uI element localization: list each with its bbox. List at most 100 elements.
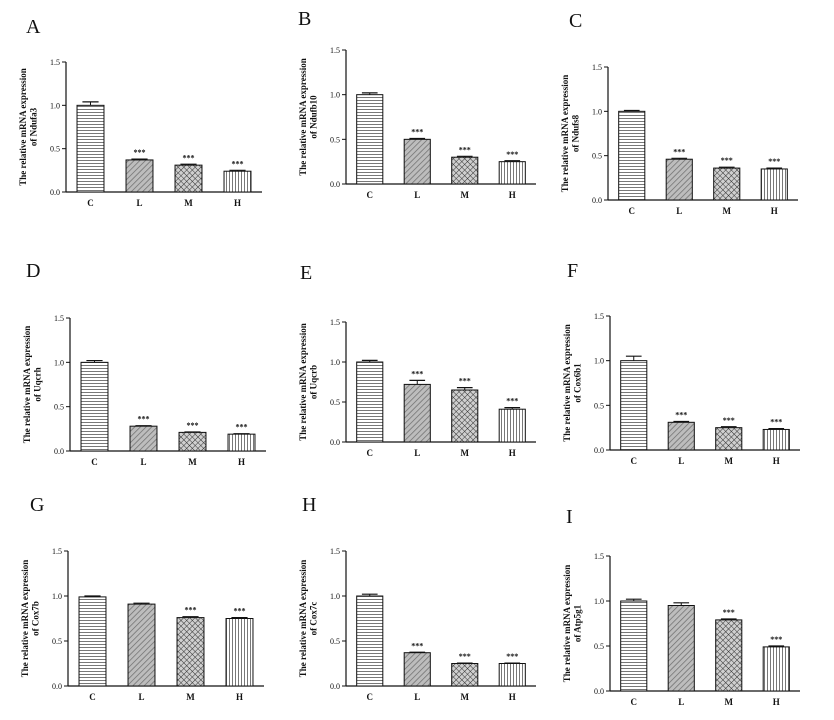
x-tick-label: H xyxy=(238,457,245,467)
x-tick-label: L xyxy=(678,456,684,466)
x-tick-label: L xyxy=(414,448,420,458)
bar-m xyxy=(451,389,479,443)
x-tick-label: M xyxy=(725,697,734,707)
y-axis-label: The relative mRNA expressionof Atp5g1 xyxy=(562,565,582,682)
y-tick-label: 1.0 xyxy=(50,101,60,110)
chart-panel-h: H 0.0 0.5 1.0 1.5 The relative mRNA expressio… xyxy=(278,490,556,715)
y-tick-label: 0.0 xyxy=(594,446,604,455)
significance-label: *** xyxy=(673,147,685,156)
chart-panel-b: B 0.0 0.5 1.0 1.5 The relative mRNA expressio… xyxy=(278,0,556,225)
significance-label: *** xyxy=(232,159,244,168)
significance-label: *** xyxy=(411,369,423,378)
bar-l xyxy=(129,425,158,452)
bar-c xyxy=(620,600,648,692)
significance-label: *** xyxy=(506,652,518,661)
x-tick-label: M xyxy=(461,190,470,200)
y-tick-label: 0.0 xyxy=(330,438,340,447)
bar-chart: 0.0 0.5 1.0 1.5 The relative mRNA expression… xyxy=(562,312,800,466)
significance-label: *** xyxy=(770,635,782,644)
significance-label: *** xyxy=(411,641,423,650)
y-axis-label: The relative mRNA expressionof Ndufb10 xyxy=(298,58,318,175)
significance-label: *** xyxy=(236,423,248,432)
y-tick-label: 0.5 xyxy=(330,637,340,646)
y-axis-label: The relative mRNA expressionof Cox7b xyxy=(20,560,40,677)
y-tick-label: 1.0 xyxy=(330,91,340,100)
y-tick-label: 1.0 xyxy=(330,358,340,367)
y-tick-label: 0.5 xyxy=(54,403,64,412)
bar-m xyxy=(176,617,205,687)
x-tick-label: H xyxy=(509,692,516,702)
bar-h xyxy=(225,618,254,687)
y-tick-label: 1.0 xyxy=(594,597,604,606)
significance-label: *** xyxy=(187,421,199,430)
y-tick-label: 1.0 xyxy=(592,107,602,116)
x-tick-label: M xyxy=(186,692,195,702)
y-tick-label: 0.5 xyxy=(330,135,340,144)
y-tick-label: 0.5 xyxy=(594,642,604,651)
bar-h xyxy=(498,408,526,443)
bar-m xyxy=(174,164,203,193)
y-tick-label: 1.0 xyxy=(594,357,604,366)
y-tick-label: 1.5 xyxy=(52,547,62,556)
bar-m xyxy=(451,156,479,185)
x-tick-label: M xyxy=(184,198,193,208)
y-axis-label-line-2: of Uqcrb xyxy=(309,365,319,399)
bar-l xyxy=(667,605,695,692)
y-tick-label: 0.0 xyxy=(54,447,64,456)
y-axis-label-line-1: The relative mRNA expression xyxy=(18,68,28,185)
x-tick-label: L xyxy=(678,697,684,707)
y-tick-label: 0.0 xyxy=(594,687,604,696)
bar-m xyxy=(451,663,479,687)
panel-letter: F xyxy=(567,260,579,282)
bar-chart: 0.0 0.5 1.0 1.5 The relative mRNA expression… xyxy=(22,314,266,467)
x-tick-label: L xyxy=(138,692,144,702)
x-tick-label: H xyxy=(773,697,780,707)
bar-h xyxy=(227,433,256,452)
bar-chart: 0.0 0.5 1.0 1.5 The relative mRNA expression… xyxy=(560,63,798,216)
y-axis-label-line-2: of Atp5g1 xyxy=(573,604,583,642)
y-axis-label-line-2: of Uqcrh xyxy=(33,367,43,401)
significance-label: *** xyxy=(185,606,197,615)
x-tick-label: C xyxy=(631,697,638,707)
y-tick-label: 1.0 xyxy=(330,592,340,601)
bar-chart: 0.0 0.5 1.0 1.5 The relative mRNA expression… xyxy=(20,547,264,702)
significance-label: *** xyxy=(723,416,735,425)
y-tick-label: 0.5 xyxy=(52,637,62,646)
y-axis-label: The relative mRNA expressionof Cox7c xyxy=(298,560,318,677)
y-tick-label: 1.5 xyxy=(594,552,604,561)
y-tick-label: 0.5 xyxy=(592,152,602,161)
x-tick-label: M xyxy=(725,456,734,466)
bar-c xyxy=(356,595,384,687)
bar-h xyxy=(223,170,252,193)
y-axis-label-line-2: of Cox7b xyxy=(31,601,41,636)
significance-label: *** xyxy=(138,415,150,424)
bar-h xyxy=(760,168,788,201)
chart-panel-i: I 0.0 0.5 1.0 1.5 The relative mRNA expressio… xyxy=(556,490,834,715)
y-axis-label-line-1: The relative mRNA expression xyxy=(298,560,308,677)
x-tick-label: M xyxy=(461,692,470,702)
y-tick-label: 1.5 xyxy=(594,312,604,321)
y-axis-label: The relative mRNA expressionof Uqcrh xyxy=(22,326,42,443)
bar-chart: 0.0 0.5 1.0 1.5 The relative mRNA expression… xyxy=(18,58,262,208)
y-tick-label: 1.0 xyxy=(54,358,64,367)
bar-c xyxy=(356,94,384,185)
x-tick-label: C xyxy=(89,692,96,702)
chart-panel-e: E 0.0 0.5 1.0 1.5 The relative mRNA expressio… xyxy=(278,250,556,475)
y-axis-label: The relative mRNA expressionof Uqcrb xyxy=(298,323,318,440)
y-tick-label: 1.5 xyxy=(330,547,340,556)
x-tick-label: H xyxy=(773,456,780,466)
x-tick-label: C xyxy=(367,190,374,200)
x-tick-label: M xyxy=(188,457,197,467)
bar-chart: 0.0 0.5 1.0 1.5 The relative mRNA expression… xyxy=(298,547,536,702)
x-tick-label: C xyxy=(367,692,374,702)
bar-c xyxy=(620,360,648,451)
bar-chart: 0.0 0.5 1.0 1.5 The relative mRNA expression… xyxy=(298,318,536,458)
bar-m xyxy=(713,167,741,201)
x-tick-label: H xyxy=(509,190,516,200)
chart-panel-a: A 0.0 0.5 1.0 1.5 The relative mRNA expressio… xyxy=(0,0,278,225)
y-axis-label-line-1: The relative mRNA expression xyxy=(298,323,308,440)
bar-h xyxy=(498,663,526,687)
panel-letter: E xyxy=(300,262,313,284)
x-tick-label: H xyxy=(509,448,516,458)
